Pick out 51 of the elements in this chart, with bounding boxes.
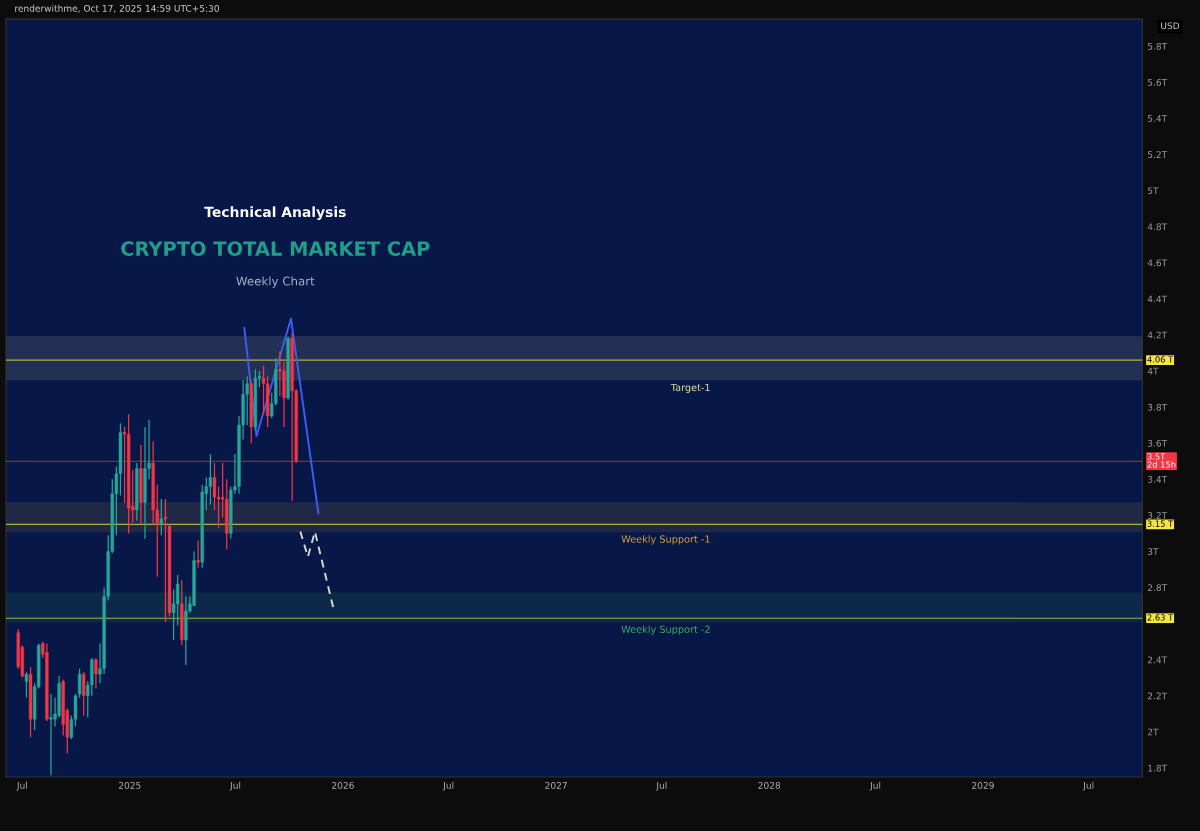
ref-line-label: 3.15 T: [1147, 520, 1174, 527]
y-tick-label: 4.4T: [1147, 295, 1168, 303]
candlestick: [94, 657, 98, 690]
y-tick-label: 3T: [1147, 548, 1159, 555]
x-tick-label: Jul: [442, 781, 454, 791]
y-tick-label: 4.8T: [1147, 223, 1168, 231]
y-tick-label: 5.4T: [1147, 115, 1168, 122]
y-tick-label: 2T: [1147, 728, 1159, 736]
y-tick-label: 3.6T: [1147, 439, 1168, 447]
y-tick-label: 4.6T: [1147, 259, 1168, 267]
y-tick-label: 3.4T: [1147, 475, 1168, 483]
x-tick-label: 2028: [758, 782, 781, 789]
y-tick-label: 5.8T: [1147, 42, 1168, 50]
candlestick: [24, 671, 29, 699]
x-tick-label: 2027: [545, 782, 567, 789]
ref-line-label: 4.06 T: [1147, 356, 1174, 363]
ref-line-label: 3.5T 2d 15h: [1147, 453, 1176, 468]
band-label: Weekly Support -2: [621, 625, 710, 635]
x-tick-label: Jul: [229, 781, 241, 791]
x-tick-label: Jul: [16, 781, 27, 791]
y-tick-label: 2.8T: [1147, 584, 1168, 592]
x-tick-label: Jul: [1082, 781, 1094, 791]
text: USD: [1161, 22, 1180, 30]
candlestick: [159, 498, 164, 536]
y-tick-label: 4.2T: [1147, 331, 1168, 339]
annotation: Technical Analysis: [204, 206, 346, 220]
y-tick-label: 2.2T: [1147, 692, 1168, 700]
text: renderwithme, Oct 17, 2025 14:59 UTC+5:30: [15, 4, 219, 13]
y-tick-label: 5T: [1147, 187, 1159, 195]
x-tick-label: 2026: [332, 782, 354, 789]
candlestick: [82, 671, 86, 717]
y-tick-label: 3.2T: [1147, 512, 1168, 519]
x-tick-label: 2025: [118, 782, 141, 789]
text: Weekly Chart: [236, 276, 315, 288]
candlestick: [208, 453, 213, 506]
y-tick-label: 2.4T: [1147, 656, 1168, 664]
x-tick-label: Jul: [655, 781, 667, 791]
text: CRYPTO TOTAL MARKET CAP: [121, 241, 430, 256]
candlestick: [163, 498, 168, 623]
x-tick-label: 2029: [972, 782, 994, 789]
y-tick-label: 3.8T: [1147, 403, 1168, 411]
ref-line-label: 2.63 T: [1147, 614, 1174, 621]
y-tick-label: 5.6T: [1147, 79, 1168, 86]
band-label: Weekly Support -1: [621, 535, 710, 545]
x-tick-label: Jul: [869, 781, 881, 791]
candlestick: [196, 539, 200, 569]
y-tick-label: 4T: [1147, 367, 1159, 375]
candlestick: [49, 693, 53, 776]
y-tick-label: 1.8T: [1148, 764, 1168, 772]
y-tick-label: 5.2T: [1147, 151, 1168, 159]
band-label: Target-1: [670, 383, 710, 394]
